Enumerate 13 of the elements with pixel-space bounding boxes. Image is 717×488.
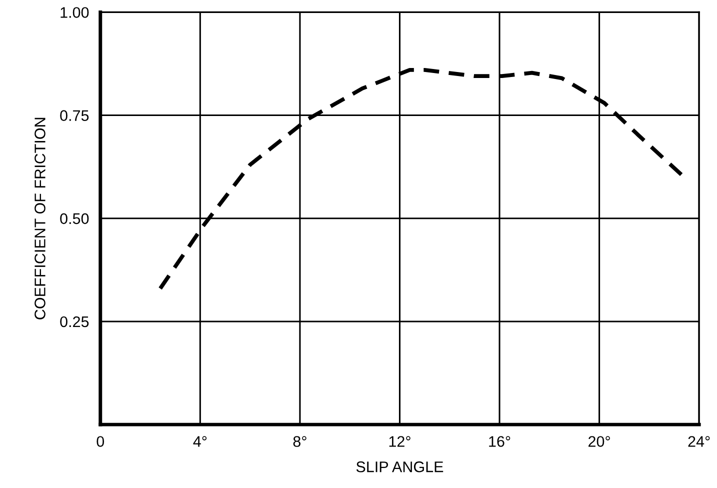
x-axis-title: SLIP ANGLE — [356, 461, 444, 472]
x-tick-label: 16° — [489, 436, 510, 447]
x-tick-label: 0 — [96, 436, 104, 447]
y-tick-label: 0.25 — [60, 316, 89, 328]
y-tick-label: 1.00 — [60, 7, 89, 18]
x-tick-label: 12° — [389, 436, 410, 447]
x-tick-label: 24° — [688, 436, 710, 447]
x-tick-label: 8° — [293, 436, 306, 447]
y-tick-label: 0.50 — [60, 213, 89, 224]
x-tick-label: 4° — [193, 436, 207, 447]
x-tick-label: 20° — [588, 436, 610, 447]
y-axis-title: COEFFICIENT OF FRICTION — [34, 118, 46, 320]
y-tick-label: 0.75 — [60, 110, 89, 121]
